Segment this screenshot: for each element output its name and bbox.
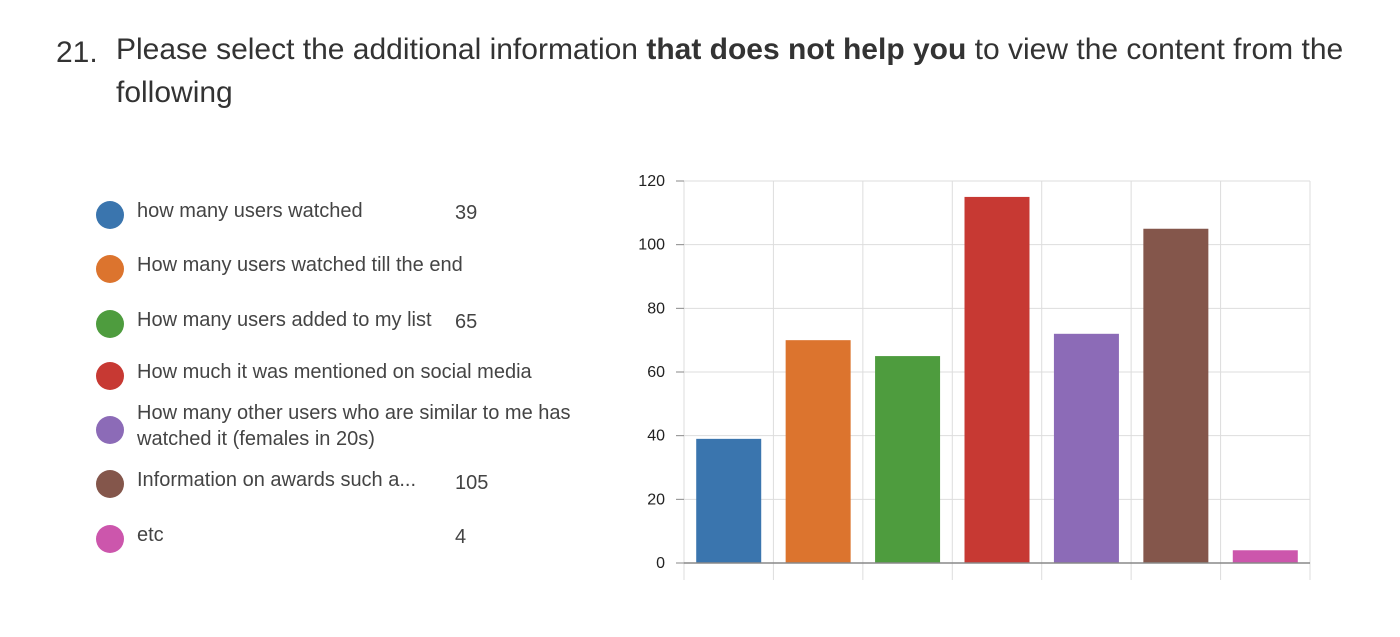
legend-dot-icon bbox=[96, 470, 124, 498]
bar bbox=[696, 438, 762, 563]
question-text: Please select the additional information… bbox=[116, 28, 1346, 114]
legend-label: How many other users who are similar to … bbox=[137, 402, 571, 450]
y-tick-label: 60 bbox=[647, 364, 665, 381]
y-tick-label: 40 bbox=[647, 428, 665, 445]
legend-label: how many users watched bbox=[137, 200, 363, 222]
question-text-end: to view the content from the following bbox=[116, 33, 1344, 109]
legend-label: How many users watched till the end bbox=[137, 254, 463, 276]
y-tick-label: 20 bbox=[647, 491, 665, 508]
bar bbox=[875, 356, 941, 563]
legend-label: etc bbox=[137, 524, 164, 546]
bar bbox=[1232, 550, 1298, 563]
bar bbox=[785, 340, 851, 563]
legend-dot-icon bbox=[96, 310, 124, 338]
bar bbox=[1143, 228, 1209, 563]
legend-label: How many users added to my list bbox=[137, 309, 432, 331]
legend-dot-icon bbox=[96, 416, 124, 444]
chart-legend: how many users watched 39 How many users… bbox=[96, 0, 596, 637]
bar bbox=[964, 196, 1030, 563]
legend-dot-icon bbox=[96, 362, 124, 390]
legend-dot-icon bbox=[96, 201, 124, 229]
legend-label: Information on awards such a... bbox=[137, 469, 417, 491]
legend-count: 4 bbox=[455, 526, 467, 548]
question-text-start: Please select the additional information bbox=[116, 33, 647, 66]
y-tick-label: 0 bbox=[656, 555, 665, 572]
legend-count: 39 bbox=[455, 202, 478, 224]
legend-label: How much it was mentioned on social medi… bbox=[137, 361, 532, 383]
legend-dot-icon bbox=[96, 525, 124, 553]
legend-dot-icon bbox=[96, 255, 124, 283]
legend-count: 65 bbox=[455, 311, 478, 333]
y-tick-label: 100 bbox=[638, 237, 665, 254]
question-number: 21. bbox=[56, 36, 98, 69]
y-tick-label: 80 bbox=[647, 300, 665, 317]
question-text-emphasis: that does not help you bbox=[646, 33, 967, 66]
bar bbox=[1053, 333, 1119, 563]
legend-count: 105 bbox=[455, 472, 489, 494]
y-tick-label: 120 bbox=[638, 173, 665, 190]
